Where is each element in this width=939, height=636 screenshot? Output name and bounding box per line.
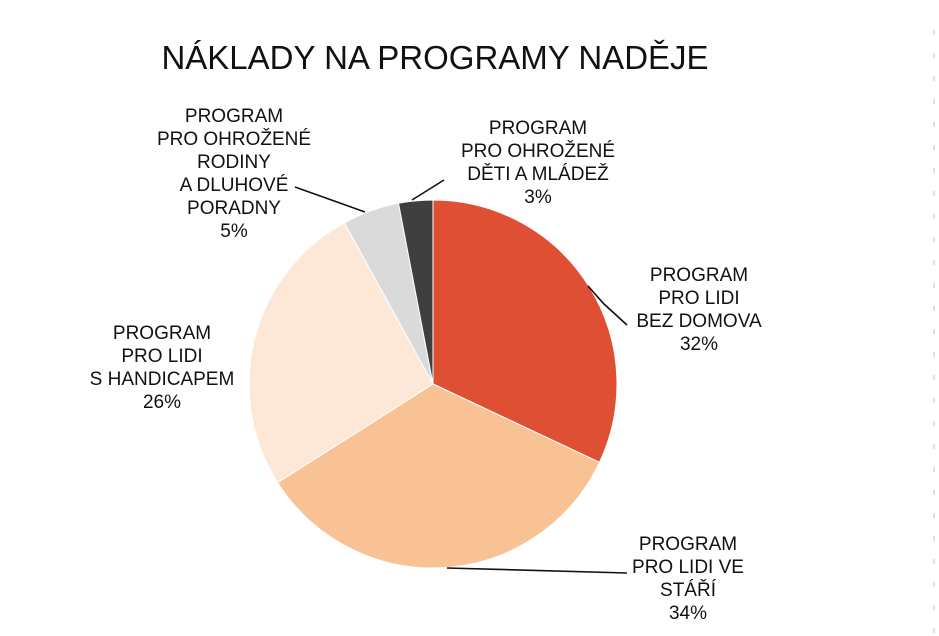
pie-slices [248, 199, 618, 569]
slice-label-line: DĚTI A MLÁDEŽ [467, 163, 609, 185]
slice-label-line: PROGRAM [113, 323, 211, 344]
slice-label-line: PRO OHROŽENÉ [461, 140, 615, 162]
slice-label-line: PRO LIDI [121, 346, 202, 367]
chart-title: NÁKLADY NA PROGRAMY NADĚJE [161, 39, 708, 76]
slice-label-ve-stari: PROGRAM PRO LIDI VE STÁŘÍ 34% [632, 534, 744, 624]
slice-label-line: PRO LIDI [658, 288, 739, 309]
slice-label-line: PROGRAM [650, 265, 748, 286]
leader-line-deti-mladez [411, 179, 445, 201]
slice-percent: 3% [524, 187, 552, 208]
slice-label-line: PROGRAM [185, 106, 283, 127]
slice-percent: 32% [680, 334, 718, 355]
slice-percent: 34% [669, 603, 707, 624]
slice-label-line: PRO OHROŽENÉ [157, 128, 311, 150]
slice-label-line: PRO LIDI VE [632, 557, 744, 578]
leader-lines [294, 179, 628, 574]
slice-label-line: BEZ DOMOVA [636, 311, 762, 332]
leader-line-ve-stari [446, 567, 628, 574]
leader-line-rodiny-poradny [294, 186, 366, 213]
slice-label-line: A DLUHOVÉ [180, 175, 289, 196]
slice-label-line: PROGRAM [489, 118, 587, 139]
slice-percent: 5% [220, 221, 248, 242]
slice-label-line: S HANDICAPEM [90, 369, 235, 390]
slice-label-deti-mladez: PROGRAM PRO OHROŽENÉ DĚTI A MLÁDEŽ 3% [461, 118, 615, 208]
leader-line-bez-domova [587, 285, 628, 326]
pie-slice-bez-domova [432, 199, 618, 464]
pie-slice-deti-mladez [397, 199, 434, 385]
slice-label-bez-domova: PROGRAM PRO LIDI BEZ DOMOVA 32% [636, 265, 762, 355]
slice-label-line: RODINY [197, 152, 271, 173]
slice-percent: 26% [143, 392, 181, 413]
slice-labels: PROGRAM PRO LIDI BEZ DOMOVA 32%PROGRAM PRO L… [90, 106, 762, 624]
pie-slice-ve-stari [276, 383, 601, 569]
slice-label-rodiny-poradny: PROGRAM PRO OHROŽENÉ RODINY A DLUHOVÉ PORADN… [157, 106, 311, 242]
slice-label-s-handicapem: PROGRAM PRO LIDI S HANDICAPEM 26% [90, 323, 235, 413]
slice-label-line: STÁŘÍ [660, 579, 717, 601]
slice-label-line: PROGRAM [639, 534, 737, 555]
slice-label-line: PORADNY [187, 198, 281, 219]
pie-slice-s-handicapem [248, 222, 434, 484]
